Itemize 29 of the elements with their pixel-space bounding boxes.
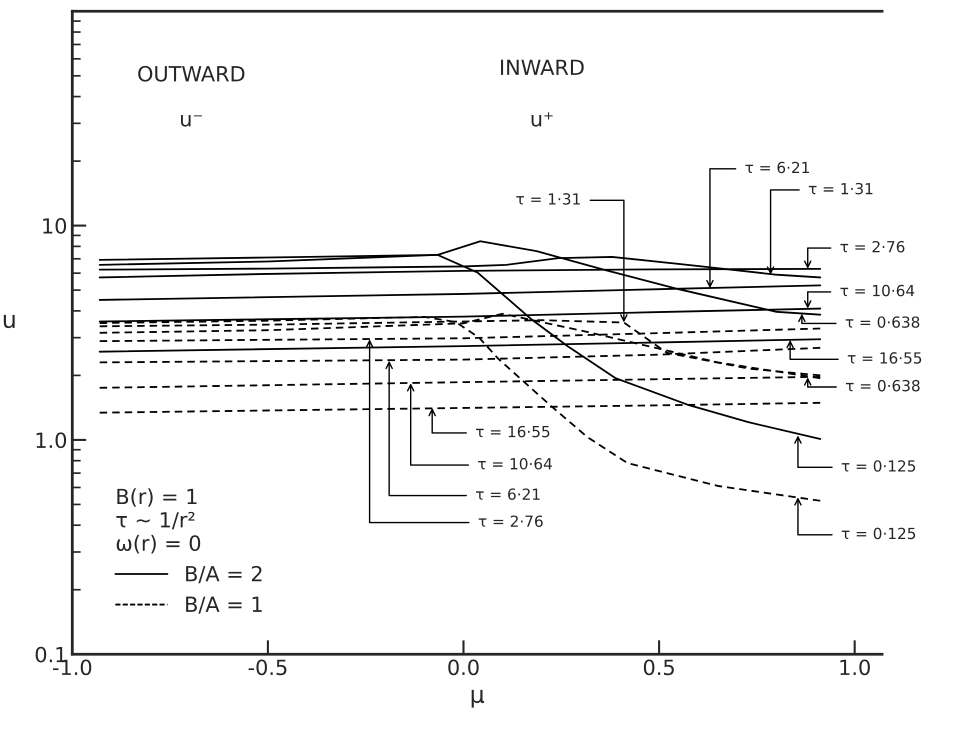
annotation: τ = 1·31 [808,182,872,194]
x-tick-label: 0.5 [644,659,674,676]
annotation: τ = 1·31 [516,193,580,205]
annotation: τ = 0·638 [846,380,920,392]
x-tick-label: 0.0 [448,659,479,676]
legend-label: B/A = 1 [186,596,262,614]
annotation: τ = 6·21 [745,162,809,174]
annotation: τ = 10·64 [478,458,552,470]
annotation: INWARD [501,60,584,75]
x-axis-title: μ [472,690,484,708]
y-tick-label: 10 [43,218,66,234]
annotation: τ = 2·76 [478,515,543,527]
annotation: τ = 6·21 [476,488,540,500]
annotation: τ = 16·55 [476,426,550,438]
x-tick-label: -0.5 [248,659,286,676]
annotation: τ = 2·76 [840,240,904,252]
annotation: τ = 0·125 [842,460,916,472]
x-tick-label: 1.0 [840,659,870,676]
annotation: τ = 16·55 [848,352,922,364]
annotation: u⁻ [181,114,202,127]
annotation: OUTWARD [138,66,244,82]
annotation: τ = 0·125 [842,528,916,540]
legend-label: B/A = 2 [186,566,262,584]
annotation: τ = 0·638 [846,316,920,328]
annotation: u⁺ [532,112,553,127]
y-tick-label: 1.0 [36,432,66,448]
legend-title: B(r) = 1 τ ~ 1/r² ω(r) = 0 [116,488,200,554]
annotation: τ = 10·64 [840,284,914,296]
y-axis-title: u [4,314,15,328]
